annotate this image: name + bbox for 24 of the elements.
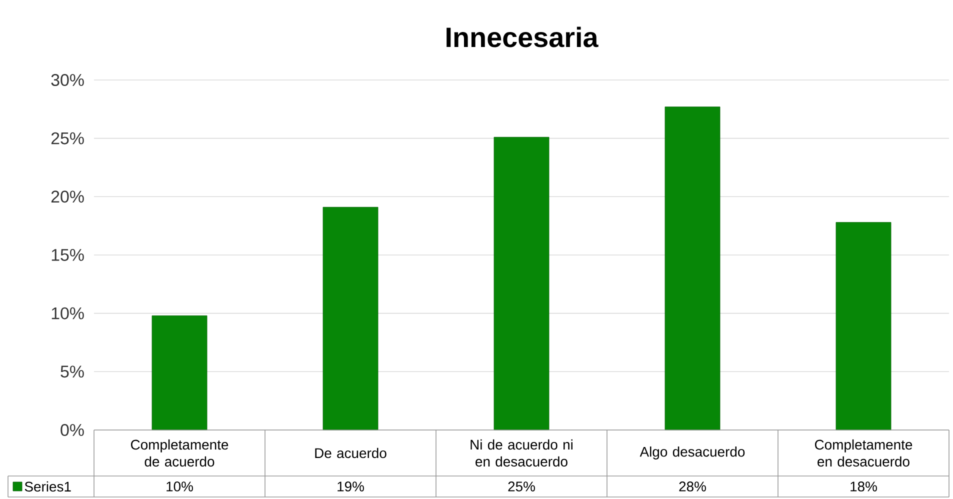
y-tick-label: 25% <box>51 132 84 144</box>
y-tick-label: 15% <box>52 249 84 261</box>
legend-label: Series1 <box>24 481 71 492</box>
data-label: 19% <box>338 482 364 492</box>
x-tick-label: De acuerdo <box>315 448 386 458</box>
bar <box>494 136 550 430</box>
bar <box>152 315 208 430</box>
x-tick-label: Algo desacuerdo <box>640 446 745 460</box>
x-tick-label: Ni de acuerdo ni en desacuerdo <box>470 439 572 467</box>
x-tick-label: Completamente de acuerdo <box>130 439 228 467</box>
data-label: 28% <box>679 482 706 492</box>
data-label: 10% <box>166 482 193 492</box>
bar <box>322 206 378 430</box>
bar <box>836 222 892 430</box>
y-tick-label: 20% <box>51 190 84 203</box>
y-tick-label: 5% <box>60 366 84 378</box>
data-label: 18% <box>850 482 877 492</box>
x-tick-label: Completamente en desacuerdo <box>814 439 912 467</box>
y-tick-label: 30% <box>51 74 84 86</box>
chart-title: Innecesaria <box>446 26 598 48</box>
y-tick-label: 0% <box>60 424 84 436</box>
data-label: 25% <box>508 482 535 492</box>
y-tick-label: 10% <box>52 307 84 320</box>
bar <box>664 106 720 430</box>
